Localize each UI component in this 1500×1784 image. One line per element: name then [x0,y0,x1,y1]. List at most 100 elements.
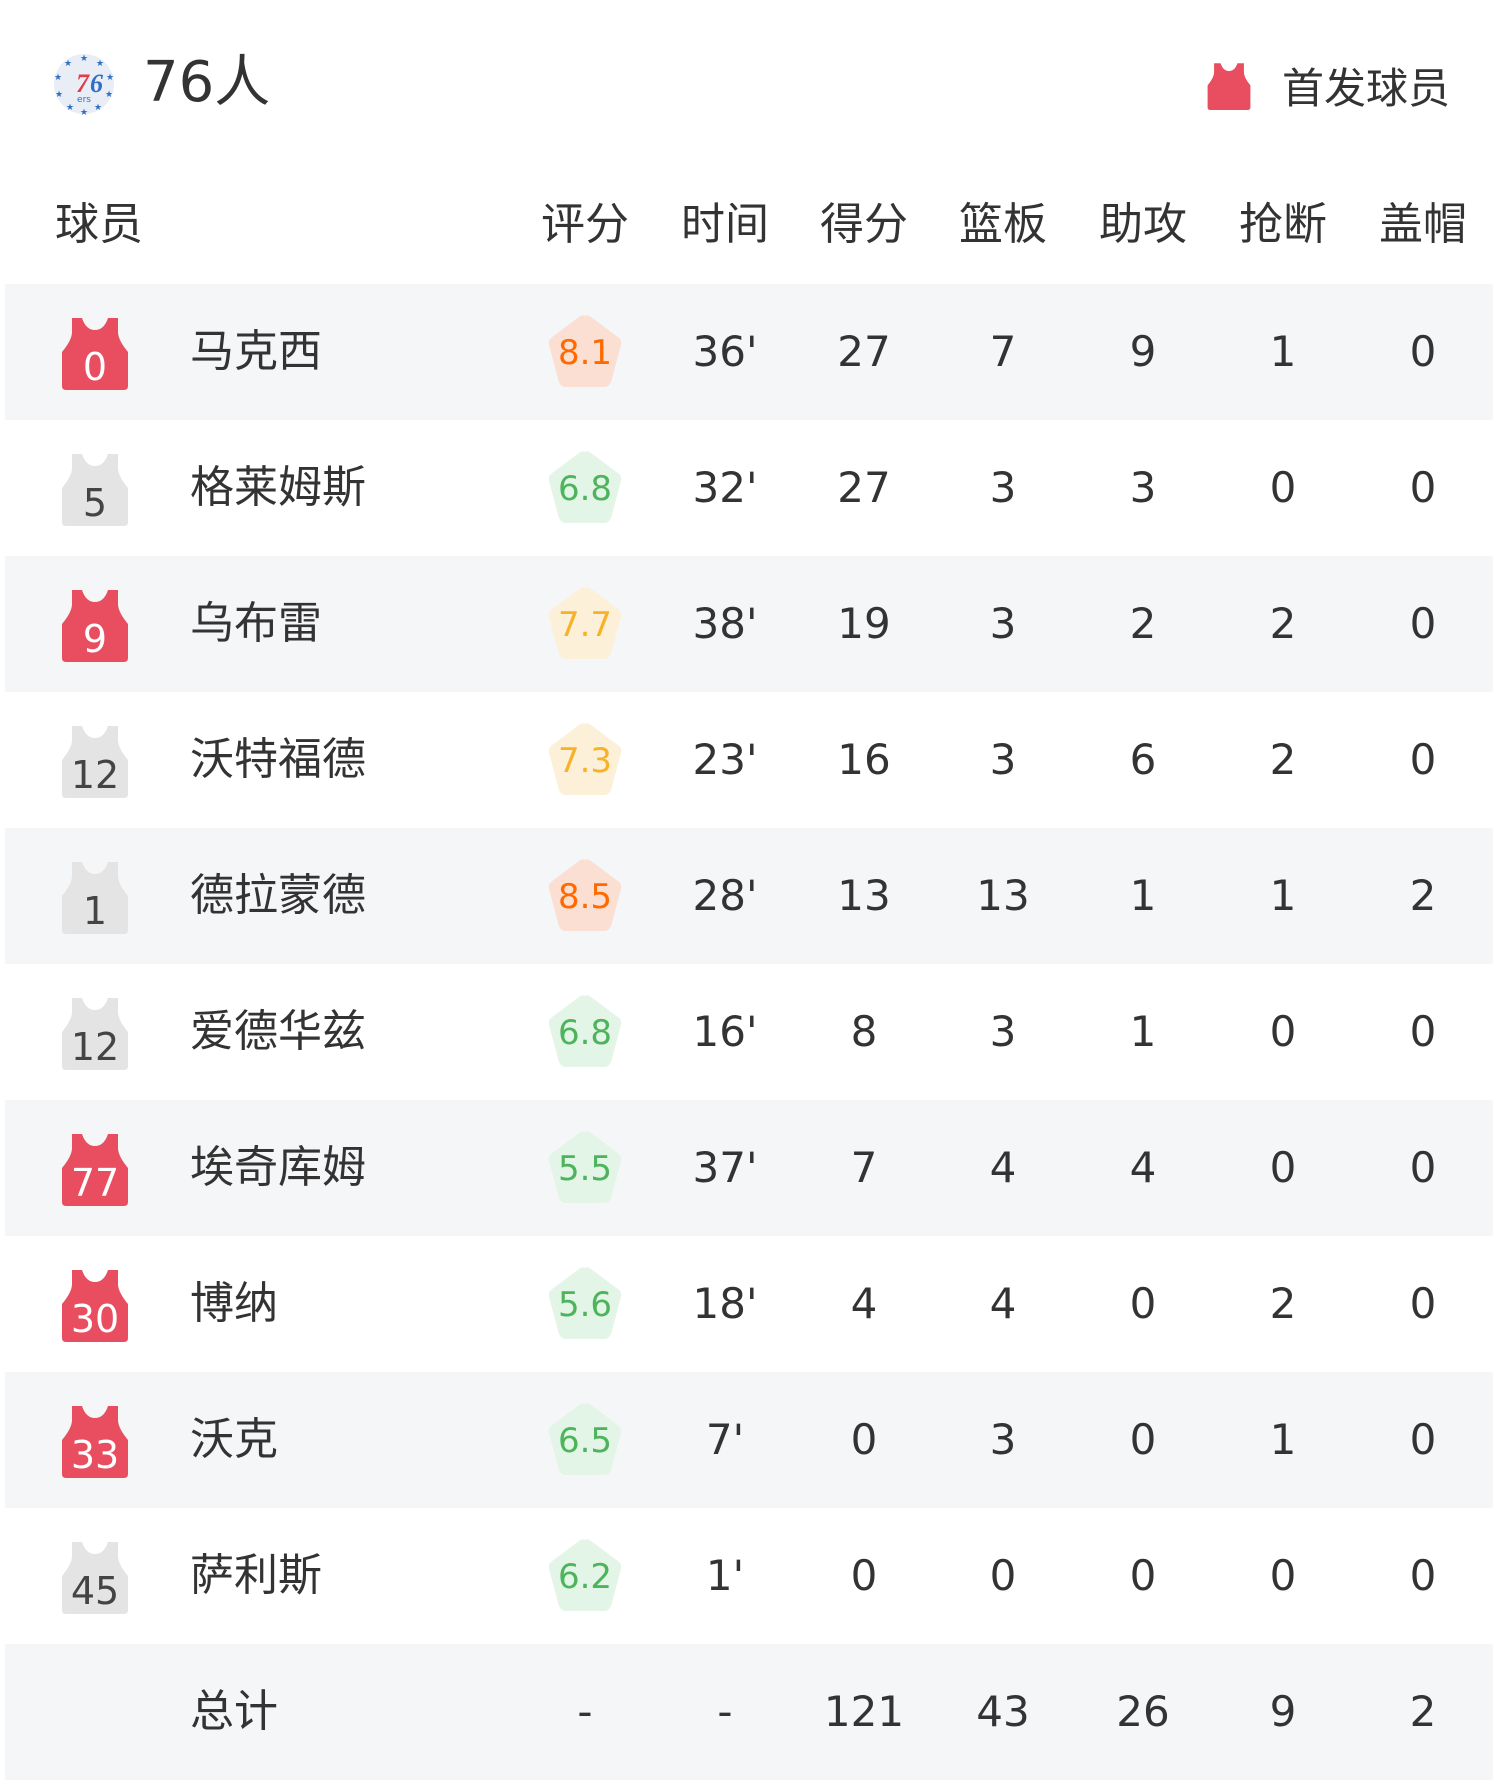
stat-points: 27 [837,463,891,512]
player-name[interactable]: 格莱姆斯 [190,462,366,513]
pentagon-icon [548,1267,622,1339]
pentagon-icon [548,1539,622,1611]
svg-text:★: ★ [94,103,102,113]
team-header: ★ ★ ★ ★ ★ ★ ★ ★ ★ ★ 7 6 ers 76人 首发球员 [0,0,1500,170]
svg-text:★: ★ [105,90,113,100]
stat-assists: 6 [1129,735,1157,784]
svg-text:★: ★ [96,59,104,69]
jersey-number-text: 0 [82,345,108,389]
player-row[interactable]: 12 爱德华兹 6.8 16' 8 3 1 0 0 [5,964,1493,1100]
stat-assists: 3 [1129,463,1157,512]
stat-blocks: 0 [1409,1551,1437,1600]
stat-points: 27 [837,327,891,376]
jersey-number-text: 1 [82,889,108,933]
player-row[interactable]: 45 萨利斯 6.2 1' 0 0 0 0 0 [5,1508,1493,1644]
player-row[interactable]: 30 博纳 5.6 18' 4 4 0 2 0 [5,1236,1493,1372]
total-assists: 26 [1116,1687,1170,1736]
rating-value: 8.5 [557,877,613,917]
stat-rebounds: 7 [989,327,1017,376]
stat-assists: 4 [1129,1143,1157,1192]
player-name[interactable]: 埃奇库姆 [190,1142,366,1193]
total-time: - [717,1687,733,1736]
stat-time: 38' [692,599,758,648]
stat-steals: 1 [1269,871,1297,920]
table-header: 球员 评分 时间 得分 篮板 助攻 抢断 盖帽 [0,190,1500,260]
rating-badge: 7.7 [545,584,625,664]
stat-rebounds: 3 [989,599,1017,648]
player-name[interactable]: 乌布雷 [190,598,322,649]
jersey-icon [62,1542,128,1614]
stat-rebounds: 3 [989,1415,1017,1464]
rating-value: 5.5 [557,1149,613,1189]
player-name[interactable]: 萨利斯 [190,1550,322,1601]
svg-text:★: ★ [55,90,63,100]
jersey-number: 5 [60,452,130,526]
stat-steals: 0 [1269,1551,1297,1600]
stat-assists: 0 [1129,1415,1157,1464]
jersey-number: 12 [60,724,130,798]
player-name[interactable]: 沃克 [190,1414,278,1465]
stat-time: 16' [692,1007,758,1056]
stat-blocks: 0 [1409,1007,1437,1056]
jersey-icon [62,1134,128,1206]
jersey-number: 0 [60,316,130,390]
stat-rebounds: 3 [989,735,1017,784]
player-row[interactable]: 77 埃奇库姆 5.5 37' 7 4 4 0 0 [5,1100,1493,1236]
col-rating: 评分 [541,199,629,250]
player-row[interactable]: 0 马克西 8.1 36' 27 7 9 1 0 [5,284,1493,420]
jersey-number: 30 [60,1268,130,1342]
stat-steals: 2 [1269,735,1297,784]
player-row[interactable]: 5 格莱姆斯 6.8 32' 27 3 3 0 0 [5,420,1493,556]
player-row[interactable]: 9 乌布雷 7.7 38' 19 3 2 2 0 [5,556,1493,692]
total-blocks: 2 [1409,1687,1437,1736]
stat-time: 37' [692,1143,758,1192]
stat-assists: 0 [1129,1551,1157,1600]
stat-rebounds: 3 [989,1007,1017,1056]
jersey-icon [62,318,128,390]
total-rebounds: 43 [976,1687,1030,1736]
player-name[interactable]: 沃特福德 [190,734,366,785]
jersey-number-text: 33 [70,1433,120,1477]
player-name[interactable]: 马克西 [190,326,322,377]
jersey-icon [62,998,128,1070]
svg-text:★: ★ [80,54,88,64]
stat-blocks: 0 [1409,1279,1437,1328]
col-blocks: 盖帽 [1379,199,1467,250]
team-logo: ★ ★★★★★★★★★ 7 6 ers [54,54,114,116]
stat-blocks: 0 [1409,463,1437,512]
player-row[interactable]: 33 沃克 6.5 7' 0 3 0 1 0 [5,1372,1493,1508]
player-name[interactable]: 爱德华兹 [190,1006,366,1057]
player-row[interactable]: 12 沃特福德 7.3 23' 16 3 6 2 0 [5,692,1493,828]
player-name[interactable]: 博纳 [190,1278,278,1329]
col-assists: 助攻 [1099,199,1187,250]
jersey-number-text: 12 [70,753,120,797]
player-name[interactable]: 德拉蒙德 [190,870,366,921]
stat-steals: 0 [1269,463,1297,512]
stat-points: 19 [837,599,891,648]
jersey-number: 9 [60,588,130,662]
stat-blocks: 0 [1409,1143,1437,1192]
col-player: 球员 [55,199,143,250]
stat-rebounds: 4 [989,1143,1017,1192]
svg-text:★: ★ [80,108,88,116]
rating-value: 7.3 [557,741,613,781]
stat-rebounds: 13 [976,871,1030,920]
stat-time: 23' [692,735,758,784]
pentagon-icon [548,451,622,523]
total-rating: - [577,1687,593,1736]
jersey-icon [62,1270,128,1342]
stat-rebounds: 0 [989,1551,1017,1600]
svg-text:6: 6 [90,69,103,98]
rating-value: 8.1 [557,333,613,373]
starter-legend: 首发球员 [1206,55,1450,116]
player-table: 0 马克西 8.1 36' 27 7 9 1 0 5 格莱姆斯 6.8 32' 27 3 3 0 0 9… [5,284,1493,1780]
legend-label: 首发球员 [1281,64,1450,113]
rating-badge: 6.5 [545,1400,625,1480]
jersey-icon [1207,62,1251,110]
stat-time: 36' [692,327,758,376]
col-points: 得分 [820,199,908,250]
jersey-icon [62,862,128,934]
jersey-number: 12 [60,996,130,1070]
player-row[interactable]: 1 德拉蒙德 8.5 28' 13 13 1 1 2 [5,828,1493,964]
total-steals: 9 [1269,1687,1297,1736]
